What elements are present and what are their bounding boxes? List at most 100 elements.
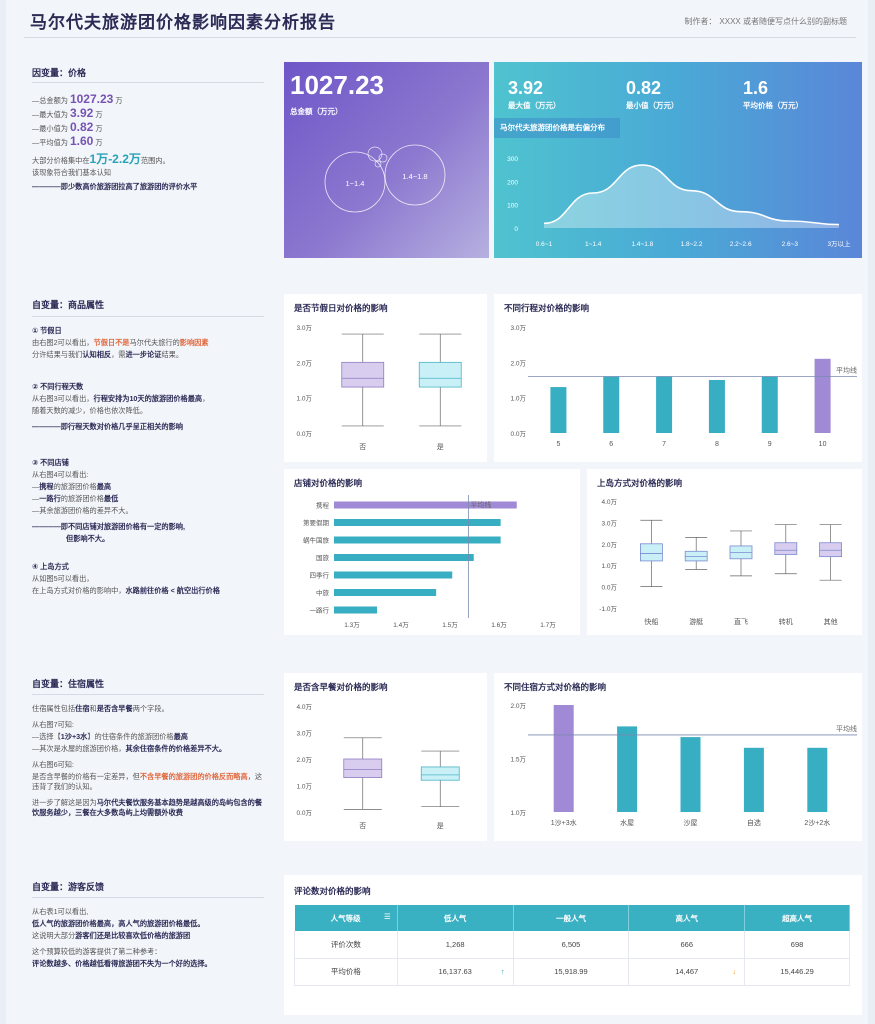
room-bar-card: 不同住宿方式对价格的影响 2.0万 1.5万 1.0万 1沙+3水 水屋 沙屋 自选 2沙+2…: [494, 673, 862, 841]
chart-title: 是否含早餐对价格的影响: [294, 682, 388, 692]
holiday-analysis: ① 节假日 由右图2可以看出，节假日不是马尔代夫旅行的影响因素 分许结果与我们认…: [32, 326, 209, 359]
bar: [743, 747, 764, 812]
bar: [761, 376, 778, 433]
x-tick-label: 是: [437, 822, 444, 830]
y-tick-label: -1.0万: [599, 605, 617, 613]
x-tick-label: 5: [556, 441, 560, 448]
y-tick-label: 第要假期: [303, 518, 330, 527]
y-tick-label: 中旅: [316, 588, 330, 597]
author-label: 制作者：: [684, 17, 717, 26]
chart-title: 是否节假日对价格的影响: [294, 303, 388, 313]
bubble-small: [374, 160, 382, 168]
y-tick-label: 0.0万: [296, 809, 312, 817]
y-tick-label: 2.0万: [510, 359, 526, 367]
stat-line: —平均值为 1.60 万: [32, 134, 103, 148]
box: [774, 542, 798, 555]
bar: [334, 501, 517, 509]
bar: [334, 554, 474, 561]
x-tick-label: 否: [359, 822, 366, 830]
bar: [334, 606, 377, 614]
bubble-chart: 1~1.4 1.4~1.8: [324, 144, 446, 213]
x-tick-label: 水屋: [620, 818, 634, 827]
shop-analysis: ③ 不同店铺 从右图4可以看出: —携程的旅游团价格最高 —一路行的旅游团价格最…: [32, 458, 185, 543]
divider: [32, 316, 264, 317]
y-tick-label: 1.0万: [296, 783, 312, 791]
row-label: 评价次数: [294, 931, 398, 959]
x-tick-label: 否: [359, 443, 366, 451]
x-tick-label: 1.5万: [442, 621, 458, 629]
table-cell: 698: [744, 931, 850, 959]
average-label: 平均线: [836, 365, 857, 374]
transport-analysis: ④ 上岛方式 从如图5可以看出， 在上岛方式对价格的影响中，水路前往价格 < 航…: [32, 562, 220, 595]
chart-title: 上岛方式对价格的影响: [597, 478, 683, 488]
y-tick-label: 3.0万: [296, 324, 312, 332]
box: [343, 758, 383, 778]
col-header[interactable]: 超高人气: [744, 905, 850, 931]
y-tick-label: 国旅: [316, 553, 330, 562]
kpi-max-label: 最大值（万元）: [508, 101, 561, 110]
bar: [603, 376, 620, 433]
y-tick-label: 四季行: [310, 571, 330, 580]
dist-chart-title: 马尔代夫旅游团价格是右偏分布: [494, 118, 620, 138]
stat-line: —最大值为 3.92 万: [32, 106, 103, 120]
report-page: 马尔代夫旅游团价格影响因素分析报告 制作者： XXXX 或者随便写点什么别的副标题…: [6, 0, 868, 1024]
box: [420, 766, 460, 781]
average-label: 平均线: [836, 724, 857, 733]
x-tick-label: 2.6~3: [782, 241, 799, 248]
days-bar-chart: 3.0万 2.0万 1.0万 0.0万 5 6 7 8 9 10 平均线: [510, 324, 857, 448]
bar: [814, 358, 831, 433]
reviews-table: 人气等级 ☰ 低人气 一般人气 高人气 超高人气 评价次数 1,268 6,505…: [294, 905, 850, 986]
sort-icon[interactable]: ☰: [384, 912, 391, 921]
author-line: 制作者： XXXX 或者随便写点什么别的副标题: [684, 16, 850, 27]
x-tick-label: 是: [437, 443, 444, 451]
kpi-stats-card: 3.92 最大值（万元） 0.82 最小值（万元） 1.6 平均价格（万元） 马…: [494, 62, 862, 258]
row-label: 平均价格: [294, 958, 398, 986]
section-title-product: 自变量：商品属性: [32, 300, 105, 310]
lodging-analysis: 住宿属性包括住宿和是否含早餐两个字段。 从右图7可知: —选择【1沙+3水】的住…: [32, 704, 263, 817]
x-tick-label: 沙屋: [684, 819, 698, 827]
price-summary: —总金额为 1027.23 万 —最大值为 3.92 万 —最小值为 0.82 …: [32, 93, 268, 194]
col-header[interactable]: 人气等级 ☰: [294, 905, 398, 931]
kpi-avg-label: 平均价格（万元）: [743, 101, 803, 110]
y-tick-label: 1.0万: [510, 395, 526, 403]
days-analysis: ② 不同行程天数 从右图3可以看出，行程安排为10天的旅游团价格最高， 随着天数…: [32, 382, 210, 431]
box: [684, 550, 708, 562]
divider: [32, 82, 264, 83]
y-tick-label: 300: [507, 156, 518, 163]
stat-line: —最小值为 0.82 万: [32, 120, 103, 134]
x-tick-label: 7: [662, 441, 666, 448]
x-tick-label: 8: [715, 441, 719, 448]
x-tick-label: 直飞: [734, 617, 748, 626]
x-tick-label: 1.7万: [540, 621, 556, 629]
box: [418, 361, 462, 388]
kpi-total-label: 总金额（万元）: [290, 107, 343, 116]
col-header[interactable]: 一般人气: [513, 905, 630, 931]
average-label: 平均线: [470, 500, 491, 509]
bar: [708, 380, 725, 433]
room-bar-chart: 2.0万 1.5万 1.0万 1沙+3水 水屋 沙屋 自选 2沙+2水 平均线: [510, 702, 857, 827]
kpi-total-value: 1027.23: [290, 70, 384, 100]
table-cell: 16,137.63 ↑: [397, 958, 514, 986]
col-header[interactable]: 高人气: [628, 905, 746, 931]
y-tick-label: 2.0万: [296, 756, 312, 764]
distribution-area-chart: 300 200 100 0 0.6~1 1~1.4 1.4~1.8 1.8~2.2 2.2~2.…: [507, 156, 851, 248]
x-tick-label: 1~1.4: [585, 241, 602, 248]
x-tick-label: 1.3万: [344, 621, 360, 629]
x-tick-label: 1.4~1.8: [631, 241, 653, 248]
x-tick-label: 1.4万: [393, 621, 409, 629]
x-tick-label: 转机: [779, 617, 793, 626]
y-tick-label: 1.0万: [601, 562, 617, 570]
table-cell: 1,268: [397, 931, 514, 959]
x-tick-label: 0.6~1: [536, 241, 553, 248]
y-tick-label: 2.0万: [510, 702, 526, 710]
x-tick-label: 9: [768, 441, 772, 448]
days-bar-card: 不同行程对价格的影响 3.0万 2.0万 1.0万 0.0万 5 6 7 8 9 10 平均线: [494, 294, 862, 462]
y-tick-label: 2.0万: [296, 359, 312, 367]
table-cell: 14,467 ↓: [628, 958, 746, 986]
bubble-1-1.4: [324, 151, 386, 213]
divider: [32, 694, 264, 695]
y-tick-label: 0.0万: [510, 430, 526, 438]
kpi-max-value: 3.92: [508, 78, 544, 98]
col-header[interactable]: 低人气: [397, 905, 514, 931]
